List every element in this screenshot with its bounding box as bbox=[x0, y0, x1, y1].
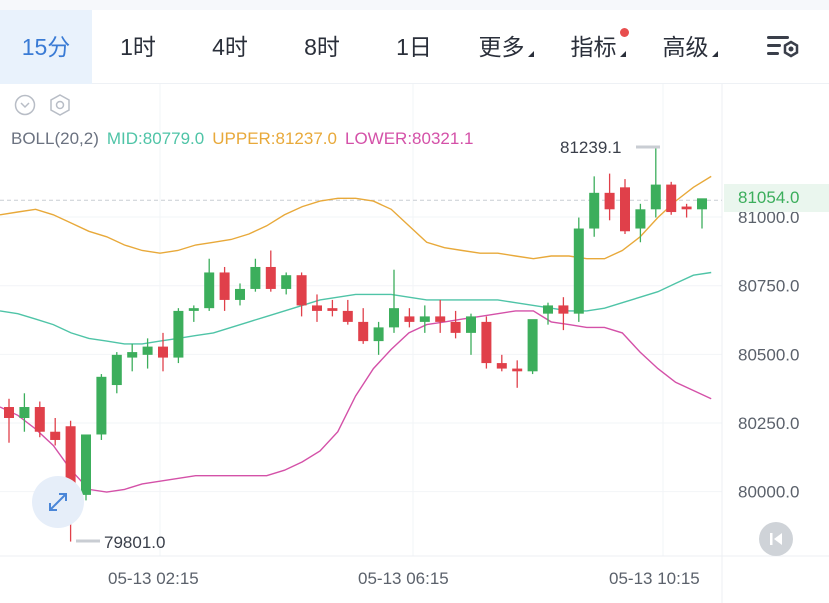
current-price-label: 81054.0 bbox=[738, 188, 800, 207]
candle-body bbox=[188, 308, 199, 311]
price-axis-label: 80000.0 bbox=[738, 483, 799, 502]
candle-body bbox=[527, 319, 538, 372]
candle-body bbox=[604, 192, 615, 210]
boll-mid-line bbox=[0, 271, 712, 345]
high-price-label: 81239.1 bbox=[560, 138, 621, 157]
candle-body bbox=[219, 272, 230, 300]
tab-indicators[interactable]: 指标 bbox=[552, 10, 644, 84]
price-axis-label: 80500.0 bbox=[738, 345, 799, 364]
low-price-label: 79801.0 bbox=[104, 533, 165, 552]
chevron-down-circle-icon[interactable] bbox=[14, 94, 36, 116]
candle-body bbox=[389, 308, 399, 328]
status-strip bbox=[0, 0, 829, 10]
dropdown-triangle-icon bbox=[527, 51, 534, 57]
candle-body bbox=[111, 354, 122, 386]
jump-to-start-button[interactable] bbox=[759, 522, 793, 556]
candle-body bbox=[666, 184, 677, 213]
candle-body bbox=[65, 426, 76, 493]
chart-settings-icon[interactable] bbox=[764, 32, 800, 60]
expand-button[interactable] bbox=[32, 476, 84, 528]
tab-1h[interactable]: 1时 bbox=[92, 10, 184, 84]
candle-body bbox=[250, 266, 261, 289]
candle-body bbox=[697, 198, 707, 210]
boll-name: BOLL(20,2) bbox=[11, 129, 99, 148]
candle-body bbox=[435, 316, 446, 322]
price-axis-label: 80750.0 bbox=[738, 277, 799, 296]
candle-body bbox=[450, 321, 461, 333]
candle-body bbox=[158, 346, 168, 358]
candle-body bbox=[358, 321, 369, 342]
tab-4h[interactable]: 4时 bbox=[184, 10, 276, 84]
candle-body bbox=[342, 310, 353, 322]
candle-body bbox=[419, 316, 430, 322]
tab-label: 1日 bbox=[396, 34, 432, 60]
candle-body bbox=[404, 316, 415, 322]
candle-body bbox=[173, 310, 184, 358]
dropdown-triangle-icon bbox=[619, 51, 626, 57]
candle-body bbox=[81, 434, 91, 495]
candle-body bbox=[466, 316, 476, 333]
candle-body bbox=[481, 321, 492, 364]
tab-label: 指标 bbox=[570, 34, 617, 60]
candlestick-chart[interactable]: 81000.0 80750.0 80500.0 80250.0 80000.0 05-13… bbox=[0, 84, 829, 603]
tab-label: 高级 bbox=[662, 34, 709, 60]
candle-body bbox=[589, 192, 600, 229]
candle-body bbox=[650, 184, 661, 210]
timeframe-toolbar: 15分 1时 4时 8时 1日 更多 指标 高级 bbox=[0, 0, 829, 84]
boll-mid: MID:80779.0 bbox=[106, 129, 205, 148]
tab-1d[interactable]: 1日 bbox=[368, 10, 460, 84]
candle-body bbox=[4, 407, 14, 418]
boll-upper-line bbox=[0, 175, 712, 260]
current-price-tag bbox=[724, 184, 829, 212]
candle-body bbox=[496, 363, 507, 369]
tab-label: 更多 bbox=[478, 34, 525, 60]
tab-15m[interactable]: 15分 bbox=[0, 10, 92, 84]
candle-body bbox=[373, 327, 384, 342]
candle-body bbox=[558, 305, 569, 314]
expand-arrows-icon bbox=[49, 493, 67, 511]
tab-more[interactable]: 更多 bbox=[460, 10, 552, 84]
price-axis-label: 80250.0 bbox=[738, 414, 799, 433]
notification-dot-icon bbox=[620, 28, 629, 37]
candle-body bbox=[235, 288, 245, 300]
dropdown-triangle-icon bbox=[711, 51, 718, 57]
candle-body bbox=[635, 209, 646, 229]
candle-body bbox=[127, 352, 138, 358]
time-axis-label: 05-13 06:15 bbox=[358, 569, 449, 588]
tab-label: 8时 bbox=[304, 34, 340, 60]
candle-body bbox=[96, 376, 107, 435]
candle-body bbox=[327, 308, 338, 311]
candle-body bbox=[681, 206, 692, 210]
boll-lower: LOWER:80321.1 bbox=[344, 129, 474, 148]
candle-body bbox=[204, 272, 215, 309]
tab-advanced[interactable]: 高级 bbox=[644, 10, 736, 84]
candle-body bbox=[296, 275, 307, 306]
tab-label: 15分 bbox=[21, 34, 71, 60]
candle-body bbox=[573, 228, 584, 314]
boll-upper: UPPER:81237.0 bbox=[212, 129, 337, 148]
candle-body bbox=[50, 431, 61, 440]
hexagon-gear-icon[interactable] bbox=[48, 93, 72, 117]
candle-body bbox=[543, 305, 553, 314]
tab-label: 4时 bbox=[212, 34, 248, 60]
candle-body bbox=[19, 407, 30, 418]
tab-label: 1时 bbox=[120, 34, 156, 60]
candle-body bbox=[142, 346, 153, 355]
boll-legend: BOLL(20,2) MID:80779.0 UPPER:81237.0 LOWER:… bbox=[11, 129, 482, 149]
jump-to-start-icon bbox=[770, 533, 782, 545]
time-axis-label: 05-13 10:15 bbox=[609, 569, 700, 588]
tab-8h[interactable]: 8时 bbox=[276, 10, 368, 84]
candle-body bbox=[281, 275, 292, 289]
candle-body bbox=[265, 266, 276, 289]
price-axis-label: 81000.0 bbox=[738, 208, 799, 227]
time-axis-label: 05-13 02:15 bbox=[108, 569, 199, 588]
candle-body bbox=[620, 187, 630, 232]
boll-lower-line bbox=[0, 310, 712, 493]
candle-body bbox=[512, 368, 523, 372]
candle-body bbox=[34, 407, 45, 432]
candle-body bbox=[312, 305, 322, 311]
